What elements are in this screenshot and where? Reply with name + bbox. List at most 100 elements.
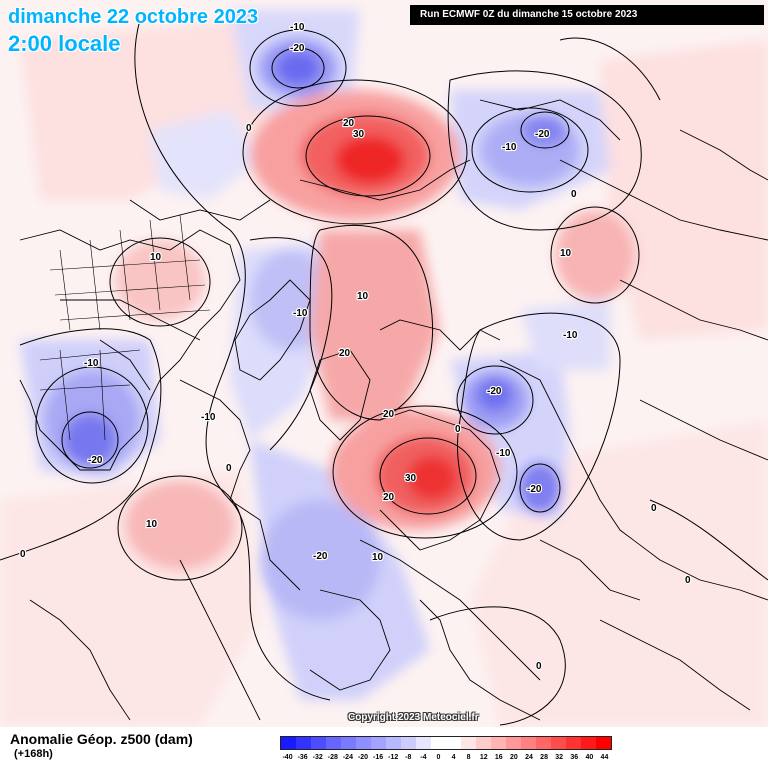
coastline [129, 199, 271, 221]
contour-line [271, 47, 325, 89]
legend-tick-label: 12 [479, 754, 488, 761]
contour-label: 10 [357, 291, 369, 302]
border-line [59, 309, 211, 321]
border-line [59, 349, 71, 441]
legend-swatch [371, 737, 386, 749]
legend-tick-label: -8 [405, 754, 412, 761]
coastline [619, 279, 768, 341]
legend-tick-label: -40 [282, 754, 293, 761]
legend-tick-label: 4 [451, 754, 456, 761]
contour-line [519, 463, 561, 513]
positive-anomaly-core [335, 136, 405, 184]
negative-anomaly-region [520, 300, 610, 370]
contour-label: 10 [150, 252, 162, 263]
contour-label: -20 [88, 455, 103, 466]
legend-swatch [521, 737, 536, 749]
legend-tick-label: 28 [540, 754, 548, 761]
negative-anomaly-core [276, 51, 320, 85]
contour-lines [0, 19, 768, 726]
legend-swatch [491, 737, 506, 749]
legend-tick-label: -16 [373, 754, 384, 761]
contour-line [447, 70, 642, 231]
positive-anomaly-core [407, 456, 457, 500]
coastline [679, 129, 768, 181]
coastline [29, 599, 131, 721]
contour-line [379, 437, 477, 515]
contour-line [471, 107, 589, 193]
coastline [639, 399, 768, 461]
coastline [179, 379, 301, 591]
contour-line [0, 328, 162, 561]
contour-label: -10 [502, 142, 517, 153]
coastline [299, 159, 471, 201]
negative-anomaly-core [477, 379, 513, 411]
border-line [99, 349, 106, 441]
color-legend [280, 736, 612, 750]
legend-tick-label: 0 [436, 754, 441, 761]
contour-line [332, 405, 518, 539]
negative-anomaly-core [260, 500, 380, 620]
legend-swatch [281, 737, 296, 749]
legend-tick-label: 32 [555, 754, 564, 761]
border-line [149, 219, 161, 311]
contour-label: 30 [353, 129, 365, 140]
contour-line [559, 37, 661, 101]
contour-label: -10 [290, 22, 305, 33]
coastline [539, 539, 641, 601]
coastline [379, 409, 501, 551]
legend-swatch [431, 737, 446, 749]
contour-label: 0 [20, 549, 26, 560]
contour-line [61, 411, 119, 469]
legend-tick-label: -32 [312, 754, 323, 761]
coastline [599, 619, 751, 711]
legend-swatch [311, 737, 326, 749]
contour-line [520, 111, 570, 149]
contour-label: -20 [313, 551, 328, 562]
legend-tick-label: 44 [600, 754, 609, 761]
legend-tick-label: 36 [570, 754, 579, 761]
border-line [39, 349, 141, 361]
contour-label: 0 [685, 575, 691, 586]
legend-tick-label: -4 [420, 754, 427, 761]
contour-label: 20 [339, 348, 351, 359]
contour-label-layer: -10 -20 0 20 30 -10 -20 0 10 10 10 -10 2… [19, 21, 692, 673]
legend-swatch [326, 737, 341, 749]
legend-swatch [296, 737, 311, 749]
contour-label: -10 [84, 358, 99, 369]
contour-label: -20 [290, 43, 305, 54]
contour-line [457, 312, 621, 541]
legend-tick-label: -20 [357, 754, 369, 761]
border-line [59, 249, 71, 331]
coastline [379, 319, 501, 351]
contour-label: 30 [405, 473, 417, 484]
border-line [54, 284, 206, 296]
legend-swatch [551, 737, 566, 749]
coastline [19, 229, 241, 471]
contour-line [249, 237, 333, 451]
contour-label: 20 [383, 492, 395, 503]
contour-line [429, 606, 566, 726]
border-line [89, 239, 101, 331]
legend-swatch [461, 737, 476, 749]
contour-label: -20 [535, 129, 550, 140]
border-line [49, 259, 201, 271]
border-line [39, 384, 131, 391]
state-borders [39, 214, 211, 441]
coastlines [19, 99, 768, 721]
legend-swatch [566, 737, 581, 749]
contour-label: -20 [527, 484, 542, 495]
coastline [309, 349, 371, 441]
negative-anomaly-core [523, 114, 567, 146]
contour-line [242, 79, 468, 225]
contour-line [305, 115, 431, 197]
legend-swatch [596, 737, 611, 749]
legend-tick-label: 8 [466, 754, 471, 761]
contour-line [117, 475, 243, 581]
coastline [419, 599, 541, 721]
legend-tick-label: -12 [388, 754, 399, 761]
positive-anomaly-region [20, 20, 300, 200]
coastline [179, 559, 261, 721]
contour-label: 0 [651, 503, 657, 514]
legend-tick-label: -24 [342, 754, 353, 761]
